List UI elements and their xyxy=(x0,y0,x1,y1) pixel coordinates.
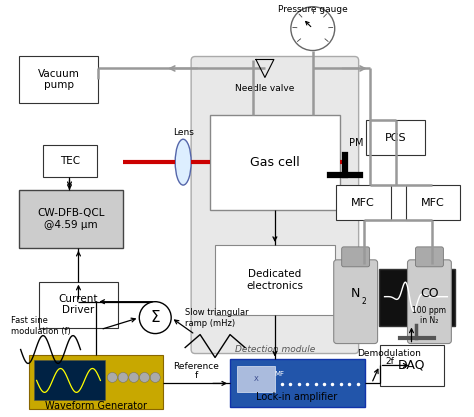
FancyBboxPatch shape xyxy=(334,260,378,344)
Text: Current
Driver: Current Driver xyxy=(59,294,98,316)
Circle shape xyxy=(108,372,118,382)
Text: PM: PM xyxy=(349,138,363,148)
Text: MFC: MFC xyxy=(351,198,375,208)
Text: Lens: Lens xyxy=(173,128,193,137)
FancyBboxPatch shape xyxy=(38,282,118,328)
Circle shape xyxy=(139,301,171,334)
Text: 100 ppm
in N₂: 100 ppm in N₂ xyxy=(412,306,447,325)
Text: f: f xyxy=(194,372,198,380)
Text: 2: 2 xyxy=(362,297,366,306)
Text: MFC: MFC xyxy=(421,198,445,208)
FancyBboxPatch shape xyxy=(191,57,359,354)
Text: CO: CO xyxy=(420,287,439,300)
Text: Reference: Reference xyxy=(173,362,219,372)
FancyBboxPatch shape xyxy=(215,245,335,315)
Circle shape xyxy=(118,372,128,382)
FancyBboxPatch shape xyxy=(18,190,123,248)
Ellipse shape xyxy=(175,139,191,185)
Text: CW-DFB-QCL
@4.59 μm: CW-DFB-QCL @4.59 μm xyxy=(37,208,105,230)
FancyBboxPatch shape xyxy=(43,145,98,177)
FancyBboxPatch shape xyxy=(416,247,443,267)
FancyBboxPatch shape xyxy=(408,260,451,344)
FancyBboxPatch shape xyxy=(336,185,391,220)
FancyBboxPatch shape xyxy=(405,185,460,220)
Text: X: X xyxy=(254,377,258,382)
FancyBboxPatch shape xyxy=(210,116,340,210)
FancyBboxPatch shape xyxy=(34,360,105,400)
FancyBboxPatch shape xyxy=(380,344,445,387)
FancyBboxPatch shape xyxy=(230,359,365,407)
Text: Σ: Σ xyxy=(150,310,160,325)
Text: Detection module: Detection module xyxy=(235,344,315,354)
FancyBboxPatch shape xyxy=(365,120,426,155)
Text: MF: MF xyxy=(275,372,285,377)
FancyBboxPatch shape xyxy=(379,269,456,326)
FancyBboxPatch shape xyxy=(237,367,275,392)
Circle shape xyxy=(150,372,160,382)
Text: Gas cell: Gas cell xyxy=(250,156,300,169)
FancyBboxPatch shape xyxy=(28,354,163,409)
Text: TEC: TEC xyxy=(60,156,80,166)
Text: Demodulation: Demodulation xyxy=(357,349,421,357)
FancyBboxPatch shape xyxy=(342,247,370,267)
Text: Vacuum
pump: Vacuum pump xyxy=(37,69,80,90)
Circle shape xyxy=(129,372,139,382)
Text: Dedicated
electronics: Dedicated electronics xyxy=(246,269,303,291)
Text: Needle valve: Needle valve xyxy=(235,84,295,93)
Circle shape xyxy=(291,7,335,50)
Text: DAQ: DAQ xyxy=(398,359,426,372)
Text: Fast sine
modulation (f): Fast sine modulation (f) xyxy=(11,316,71,336)
Text: N: N xyxy=(351,287,360,300)
Text: 2f: 2f xyxy=(385,357,394,367)
Text: PCS: PCS xyxy=(385,133,406,143)
Text: Pressure gauge: Pressure gauge xyxy=(278,5,347,14)
Circle shape xyxy=(139,372,149,382)
Text: Slow triangular
ramp (mHz): Slow triangular ramp (mHz) xyxy=(185,308,249,328)
FancyBboxPatch shape xyxy=(18,55,99,103)
Text: Waveform Generator: Waveform Generator xyxy=(46,401,147,411)
Text: Lock-in amplifier: Lock-in amplifier xyxy=(256,392,337,402)
